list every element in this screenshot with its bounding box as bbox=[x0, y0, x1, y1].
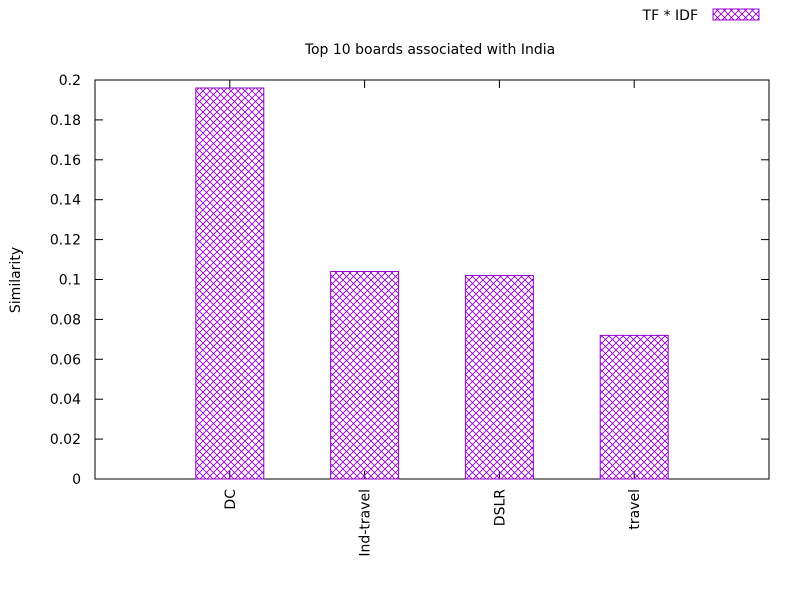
y-tick-label: 0.02 bbox=[50, 432, 81, 448]
x-tick-label: DC bbox=[223, 489, 239, 510]
y-tick-label: 0.2 bbox=[59, 73, 81, 89]
y-tick-label: 0.06 bbox=[50, 352, 81, 368]
bar-dslr bbox=[464, 275, 534, 480]
bar-travel bbox=[599, 334, 669, 480]
y-axis: 0 0.02 0.04 0.06 0.08 0.1 0.12 0.14 0.16 0.18 0.2 bbox=[50, 73, 769, 488]
y-tick-label: 0.08 bbox=[50, 312, 81, 328]
y-tick-label: 0.14 bbox=[50, 193, 81, 209]
y-tick-label: 0.12 bbox=[50, 233, 81, 249]
x-axis: DC Ind-travel DSLR travel bbox=[223, 80, 643, 557]
x-tick-label: travel bbox=[627, 489, 643, 530]
chart-title: Top 10 boards associated with India bbox=[304, 42, 555, 58]
y-tick-label: 0.18 bbox=[50, 113, 81, 129]
bar-dc bbox=[195, 87, 265, 480]
legend-swatch bbox=[712, 8, 760, 21]
y-tick-label: 0.04 bbox=[50, 392, 81, 408]
bar-ind-travel bbox=[330, 271, 400, 480]
y-tick-label: 0 bbox=[72, 472, 81, 488]
x-tick-label: DSLR bbox=[492, 489, 508, 526]
y-axis-label: Similarity bbox=[8, 247, 24, 313]
legend-label: TF * IDF bbox=[642, 8, 698, 24]
x-tick-label: Ind-travel bbox=[358, 489, 374, 557]
y-tick-label: 0.1 bbox=[59, 273, 81, 289]
y-tick-label: 0.16 bbox=[50, 153, 81, 169]
bars bbox=[195, 87, 669, 480]
legend: TF * IDF bbox=[642, 8, 760, 24]
